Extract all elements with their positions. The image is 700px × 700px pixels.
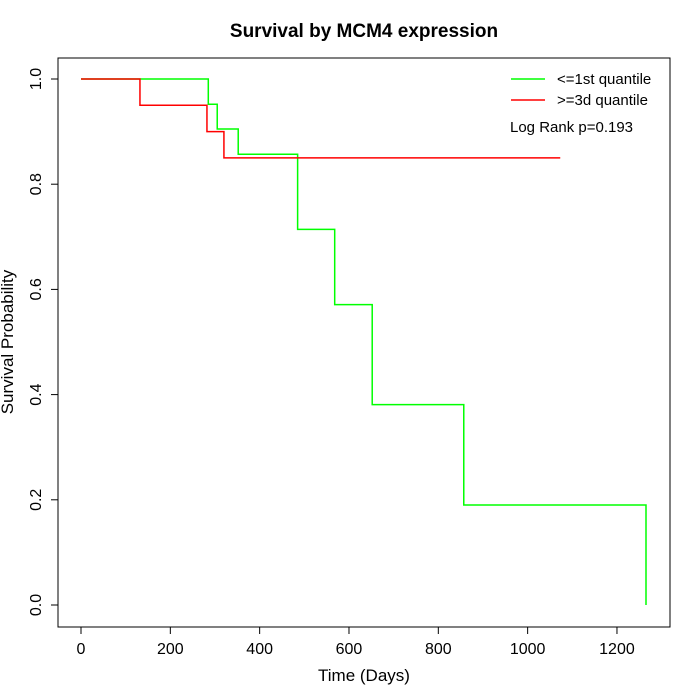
- y-tick-label: 0.2: [28, 489, 45, 511]
- y-axis-label: Survival Probability: [0, 269, 17, 414]
- series-layer: [81, 78, 647, 605]
- x-tick-label: 1000: [510, 641, 546, 658]
- x-tick-label: 800: [425, 641, 452, 658]
- survival-curve-1: [81, 78, 561, 159]
- y-tick-label: 1.0: [28, 68, 45, 90]
- x-tick-label: 600: [336, 641, 363, 658]
- x-tick-label: 200: [157, 641, 184, 658]
- y-tick-label: 0.0: [28, 594, 45, 616]
- y-tick-label: 0.6: [28, 278, 45, 300]
- survival-curve-0: [81, 78, 647, 605]
- chart-title: Survival by MCM4 expression: [230, 21, 498, 42]
- x-tick-label: 400: [246, 641, 273, 658]
- log-rank-annotation: Log Rank p=0.193: [510, 119, 633, 136]
- x-axis-label: Time (Days): [318, 666, 410, 685]
- x-tick-label: 0: [77, 641, 86, 658]
- x-axis: 0 200 400 600 800 1000 1200: [77, 626, 635, 658]
- legend-label-low: <=1st quantile: [557, 71, 651, 88]
- y-axis: 0.0 0.2 0.4 0.6 0.8 1.0: [28, 68, 59, 616]
- legend: <=1st quantile >=3d quantile Log Rank p=…: [510, 71, 651, 136]
- plot-frame: [57, 57, 671, 628]
- legend-label-high: >=3d quantile: [557, 92, 648, 109]
- x-tick-label: 1200: [599, 641, 635, 658]
- y-tick-label: 0.8: [28, 173, 45, 195]
- y-tick-label: 0.4: [28, 383, 45, 405]
